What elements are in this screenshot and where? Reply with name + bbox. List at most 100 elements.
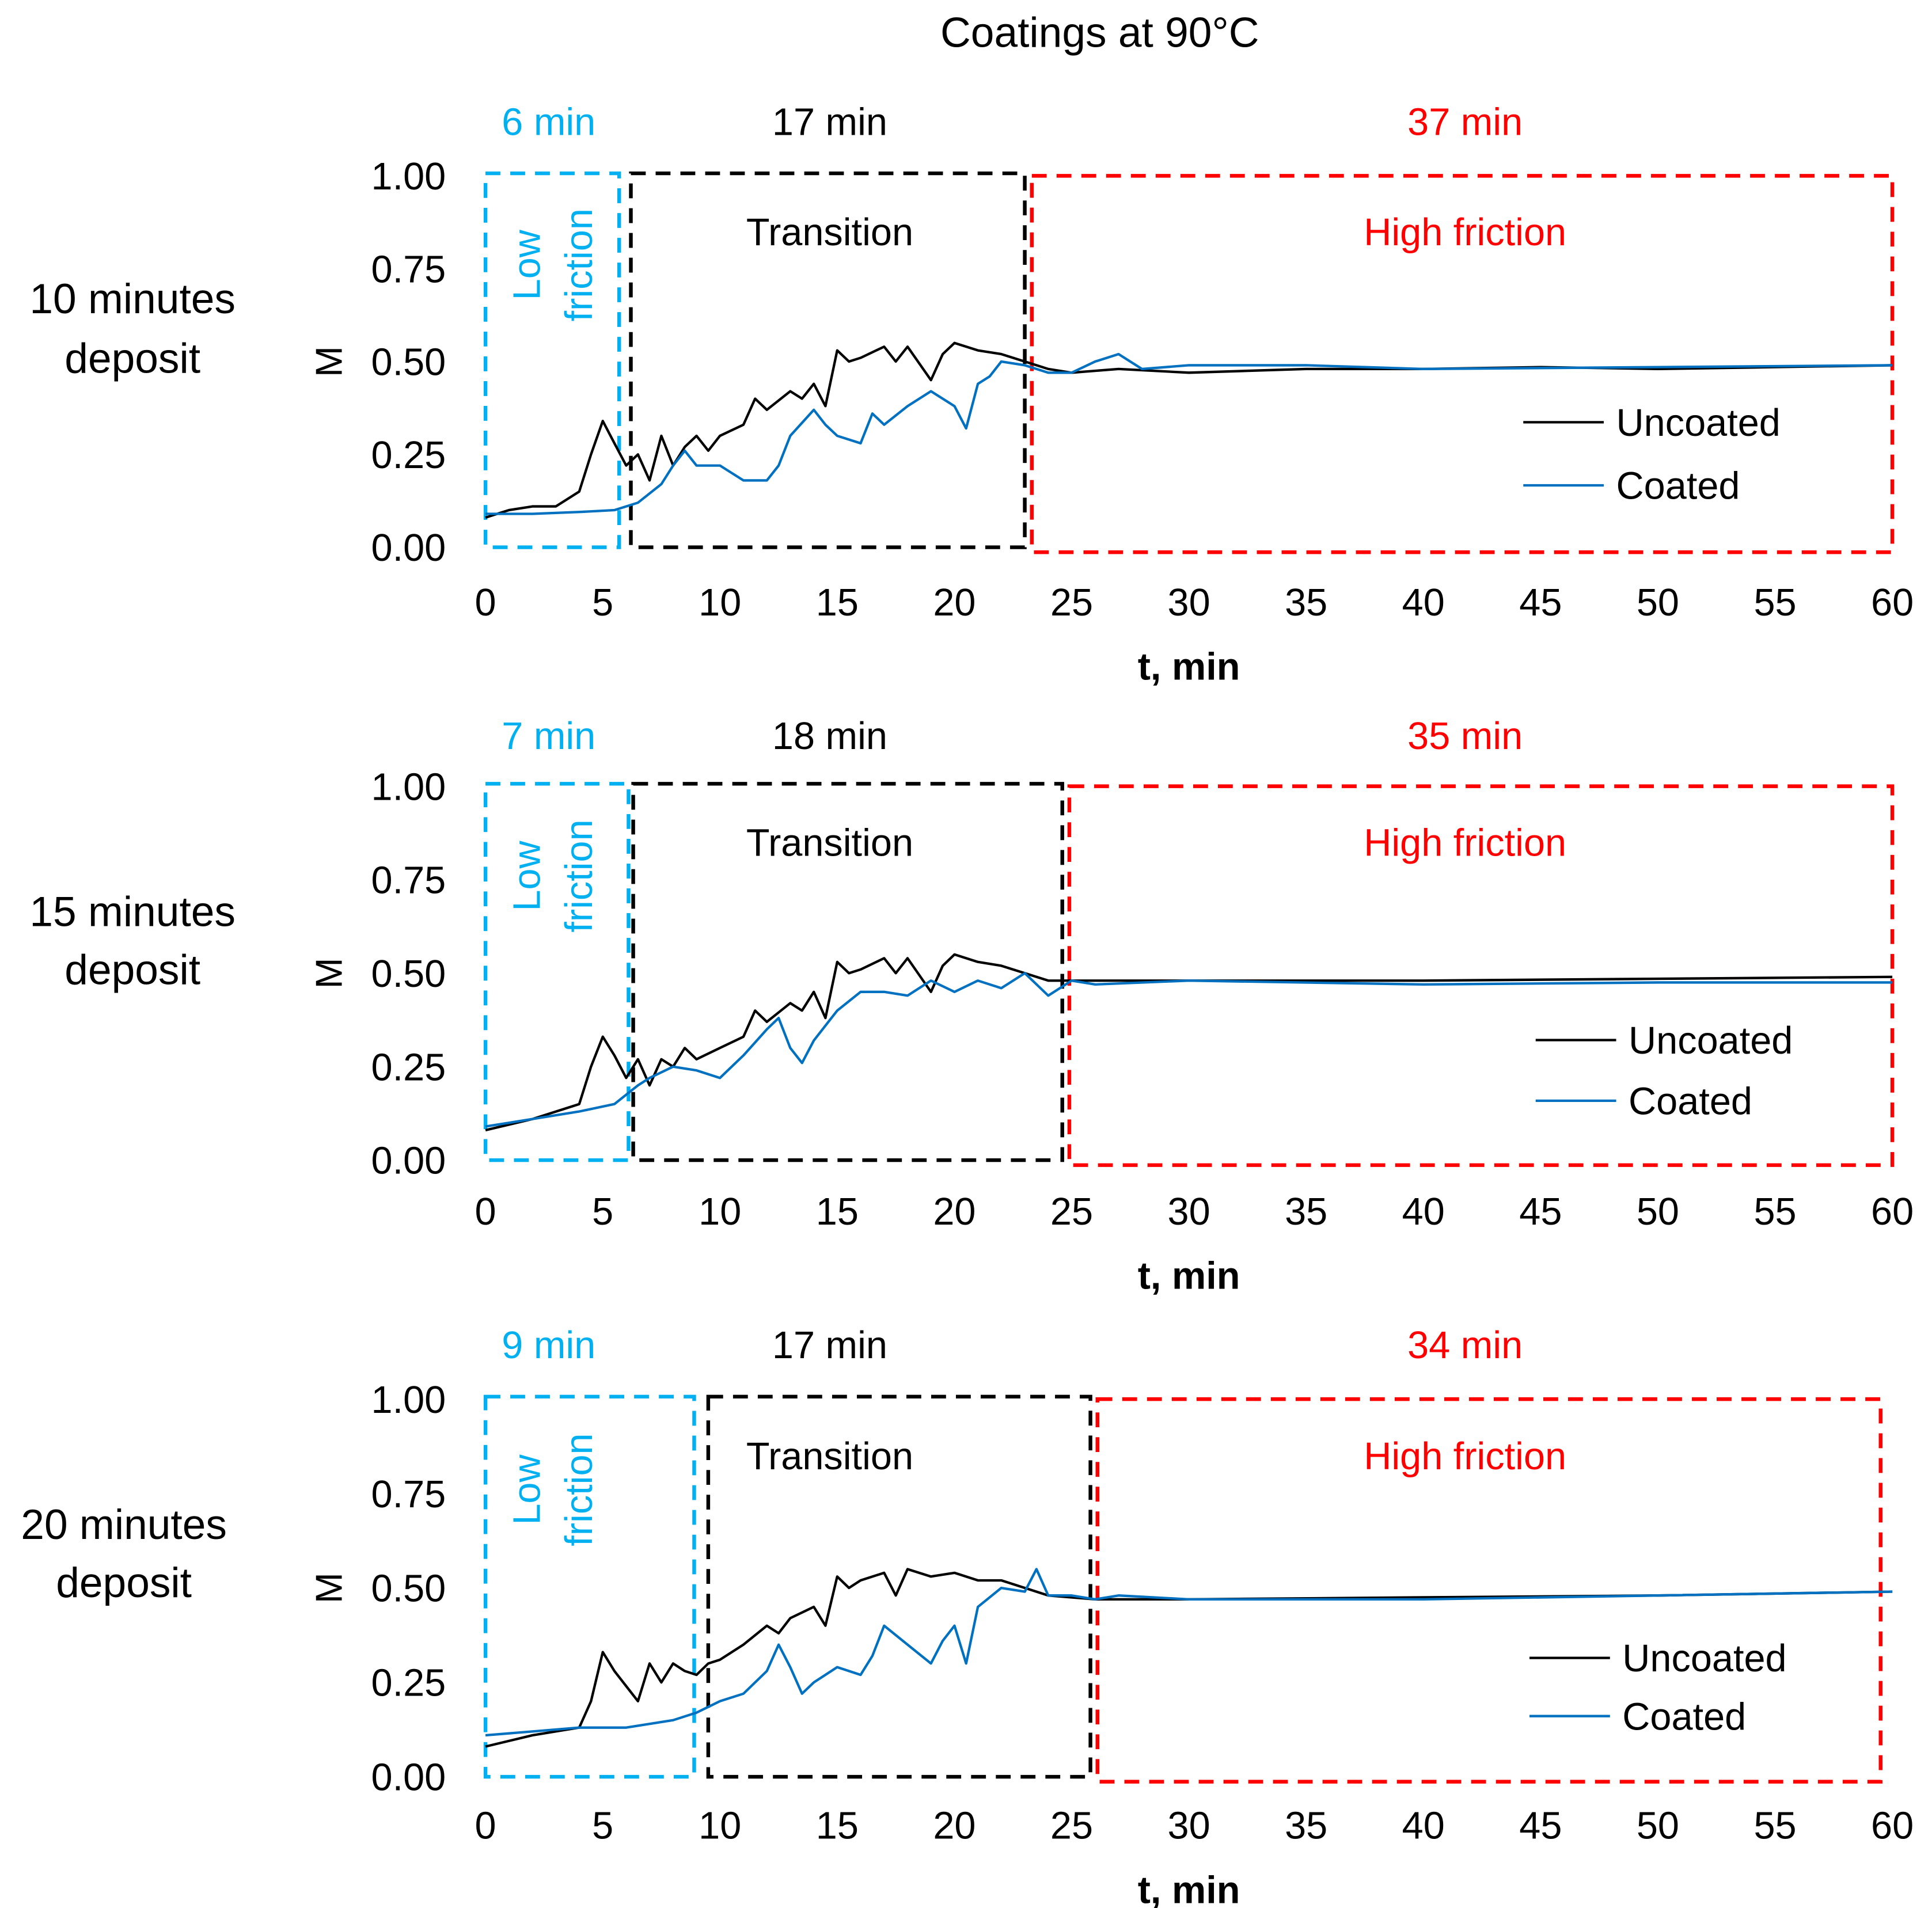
x-tick-label: 20: [933, 1805, 976, 1848]
x-tick-label: 30: [1168, 1805, 1210, 1848]
region-duration-label: 37 min: [1407, 101, 1523, 143]
x-tick-label: 45: [1519, 1805, 1562, 1848]
series-line-coated: [485, 1568, 1893, 1737]
region-label: Transition: [746, 1435, 913, 1478]
chart-panel-2: 15 minutes deposit M 0.00 0.25 0.50 0.75 1.00 0 5…: [29, 715, 1914, 1298]
legend-label-coated: Coated: [1616, 465, 1740, 508]
x-tick-label: 45: [1519, 581, 1562, 624]
legend-label-uncoated: Uncoated: [1629, 1020, 1793, 1062]
y-axis-label: M: [309, 1572, 350, 1603]
legend-label-uncoated: Uncoated: [1616, 402, 1781, 444]
x-tick-label: 55: [1753, 581, 1796, 624]
y-tick-label: 1.00: [371, 766, 446, 808]
region-box-low-friction: [483, 782, 631, 1162]
row-label: deposit: [64, 335, 200, 382]
region-label: Transition: [746, 822, 913, 865]
y-tick-label: 0.00: [371, 1757, 446, 1799]
x-tick-label: 15: [816, 1805, 859, 1848]
region-label: friction: [558, 819, 601, 932]
x-tick-label: 55: [1753, 1191, 1796, 1233]
x-tick-label: 25: [1050, 581, 1093, 624]
chart-panel-1: 10 minutes deposit M 0.00 0.25 0.50 0.75 1.00 0 5…: [29, 101, 1914, 688]
x-tick-label: 30: [1168, 581, 1210, 624]
x-tick-label: 50: [1637, 1805, 1679, 1848]
y-tick-label: 0.75: [371, 860, 446, 902]
x-tick-label: 50: [1637, 581, 1679, 624]
region-label: High friction: [1364, 822, 1566, 865]
region-box-high-friction: [1067, 784, 1895, 1167]
x-tick-label: 35: [1285, 1191, 1327, 1233]
x-tick-label: 45: [1519, 1191, 1562, 1233]
x-axis-label: t, min: [1138, 1255, 1240, 1298]
x-tick-label: 25: [1050, 1191, 1093, 1233]
region-box-high-friction: [1095, 1397, 1882, 1784]
x-tick-label: 55: [1753, 1805, 1796, 1848]
region-label: Low: [506, 229, 549, 300]
region-label: friction: [558, 1433, 601, 1546]
x-tick-label: 10: [699, 581, 741, 624]
row-label: deposit: [64, 947, 200, 994]
region-duration-label: 35 min: [1407, 715, 1523, 758]
region-label: Low: [506, 1454, 549, 1525]
y-tick-label: 0.00: [371, 527, 446, 569]
x-tick-label: 60: [1871, 1191, 1914, 1233]
region-label: High friction: [1364, 211, 1566, 254]
figure-title: Coatings at 90°C: [940, 10, 1259, 56]
x-tick-label: 60: [1871, 581, 1914, 624]
region-duration-label: 34 min: [1407, 1324, 1523, 1367]
y-tick-label: 0.50: [371, 341, 446, 384]
region-duration-label: 7 min: [502, 715, 595, 758]
x-axis-label: t, min: [1138, 1869, 1240, 1908]
region-duration-label: 18 min: [772, 715, 887, 758]
row-label: 15 minutes: [29, 889, 236, 936]
region-label: Transition: [746, 211, 913, 254]
region-duration-label: 17 min: [772, 1324, 887, 1367]
x-tick-label: 5: [592, 1191, 613, 1233]
series-line-uncoated: [485, 1568, 1893, 1748]
chart-panel-3: 20 minutes deposit M 0.00 0.25 0.50 0.75 1.00 0 5…: [21, 1324, 1914, 1908]
y-tick-label: 0.00: [371, 1140, 446, 1183]
y-tick-label: 0.50: [371, 953, 446, 995]
row-label: 10 minutes: [29, 276, 236, 322]
y-tick-label: 0.50: [371, 1568, 446, 1610]
x-tick-label: 20: [933, 581, 976, 624]
x-tick-label: 35: [1285, 581, 1327, 624]
region-box-low-friction: [483, 171, 621, 549]
legend-label-uncoated: Uncoated: [1622, 1637, 1786, 1680]
x-tick-label: 10: [699, 1805, 741, 1848]
series-line-coated: [485, 352, 1893, 515]
y-tick-label: 1.00: [371, 1379, 446, 1422]
x-tick-label: 35: [1285, 1805, 1327, 1848]
legend-label-coated: Coated: [1629, 1080, 1752, 1123]
x-tick-label: 5: [592, 581, 613, 624]
x-tick-label: 40: [1402, 1805, 1445, 1848]
x-tick-label: 60: [1871, 1805, 1914, 1848]
region-label: High friction: [1364, 1435, 1566, 1478]
y-tick-label: 0.25: [371, 1662, 446, 1705]
y-axis-label: M: [309, 957, 350, 989]
x-tick-label: 40: [1402, 1191, 1445, 1233]
y-axis-label: M: [309, 346, 350, 377]
x-tick-label: 15: [816, 1191, 859, 1233]
region-box-low-friction: [483, 1394, 696, 1779]
x-tick-label: 15: [816, 581, 859, 624]
region-duration-label: 9 min: [502, 1324, 595, 1367]
region-duration-label: 6 min: [502, 101, 595, 143]
x-tick-label: 0: [475, 1191, 496, 1233]
y-tick-label: 1.00: [371, 155, 446, 198]
region-box-transition: [706, 1394, 1092, 1779]
y-tick-label: 0.75: [371, 1473, 446, 1516]
y-tick-label: 0.25: [371, 1046, 446, 1089]
x-tick-label: 0: [475, 1805, 496, 1848]
x-axis-label: t, min: [1138, 646, 1240, 689]
y-tick-label: 0.25: [371, 434, 446, 477]
y-tick-label: 0.75: [371, 248, 446, 291]
series-line-uncoated: [485, 953, 1893, 1132]
region-label: friction: [558, 208, 601, 321]
x-tick-label: 30: [1168, 1191, 1210, 1233]
x-tick-label: 25: [1050, 1805, 1093, 1848]
row-label: 20 minutes: [21, 1502, 227, 1548]
x-tick-label: 0: [475, 581, 496, 624]
series-line-coated: [485, 972, 1893, 1128]
x-tick-label: 5: [592, 1805, 613, 1848]
